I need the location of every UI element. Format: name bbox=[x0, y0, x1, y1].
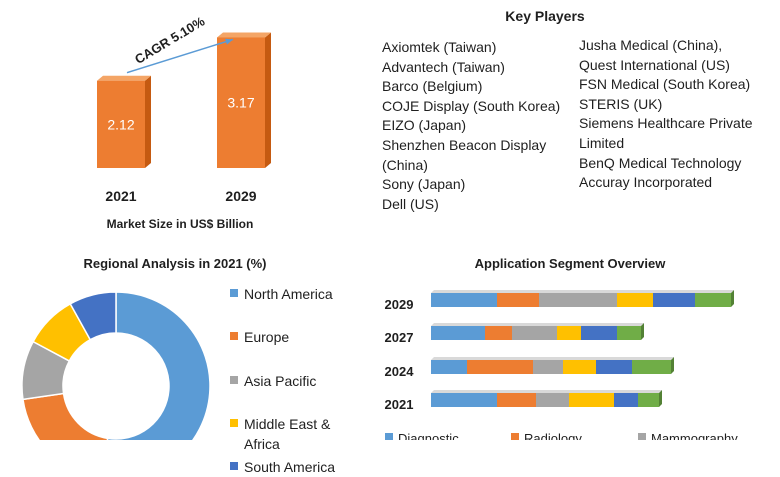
app-legend-swatch bbox=[385, 433, 393, 440]
bar-side bbox=[265, 32, 271, 169]
stacked-segment bbox=[557, 326, 581, 340]
bar-end-cap bbox=[641, 323, 644, 340]
stacked-segment bbox=[512, 326, 557, 340]
key-player-item: Shenzhen Beacon Display (China) bbox=[382, 136, 547, 173]
regional-donut-chart bbox=[21, 291, 211, 440]
bar-value-label: 3.17 bbox=[227, 95, 254, 111]
stacked-segment bbox=[596, 360, 632, 374]
bar-top-edge bbox=[431, 323, 644, 326]
cagr-arrow-head bbox=[225, 38, 233, 45]
legend-item: Middle East & Africa bbox=[230, 414, 340, 454]
cagr-arrow bbox=[126, 38, 234, 74]
donut-slice-north-america bbox=[106, 291, 211, 440]
stacked-segment bbox=[638, 393, 659, 407]
legend-swatch bbox=[230, 419, 238, 428]
stacked-segment bbox=[581, 326, 617, 340]
legend-swatch bbox=[230, 289, 238, 298]
legend-item: South America bbox=[230, 457, 335, 477]
legend-swatch bbox=[230, 462, 238, 471]
bar-value-label: 2.12 bbox=[107, 116, 134, 132]
regional-analysis-title: Regional Analysis in 2021 (%) bbox=[83, 256, 267, 271]
y-tick-label: 2024 bbox=[385, 364, 415, 379]
app-legend-label: Radiology bbox=[524, 431, 582, 440]
bar-top-edge bbox=[431, 290, 734, 293]
stacked-segment bbox=[539, 293, 617, 307]
stacked-segment bbox=[497, 393, 536, 407]
bar-2021 bbox=[97, 80, 145, 168]
bar-top bbox=[217, 32, 271, 38]
key-player-item: Dell (US) bbox=[382, 195, 439, 212]
legend-swatch bbox=[230, 332, 238, 341]
key-player-item: Siemens Healthcare Private Limited bbox=[579, 115, 753, 151]
x-tick-label: 2029 bbox=[225, 188, 256, 204]
bar-side bbox=[145, 75, 151, 168]
stacked-segment bbox=[485, 326, 512, 340]
bar-end-cap bbox=[659, 390, 662, 407]
key-player-item: STERIS (UK) bbox=[579, 95, 663, 112]
key-player-item: EIZO (Japan) bbox=[382, 117, 467, 134]
app-legend-label: Mammography bbox=[651, 431, 738, 440]
key-players-column-2: Jusha Medical (China), Quest Internationa… bbox=[579, 36, 775, 193]
key-player-item: FSN Medical (South Korea) bbox=[579, 76, 751, 93]
legend-label: Middle East & Africa bbox=[244, 416, 331, 452]
key-player-item: Barco (Belgium) bbox=[382, 78, 483, 95]
stacked-segment bbox=[431, 360, 467, 374]
stacked-segment bbox=[614, 393, 638, 407]
stacked-segment bbox=[431, 293, 497, 307]
stacked-segment bbox=[533, 360, 563, 374]
stacked-segment bbox=[431, 326, 485, 340]
key-players-title: Key Players bbox=[505, 8, 585, 24]
key-player-item: BenQ Medical Technology bbox=[579, 154, 742, 171]
bar-top-edge bbox=[431, 357, 674, 360]
bar-2029 bbox=[217, 37, 265, 169]
stacked-segment bbox=[467, 360, 533, 374]
stacked-segment bbox=[536, 393, 569, 407]
application-segment-chart: 2029 2027 2024 2021 Diagnostic Radiology Mammo… bbox=[385, 290, 738, 440]
x-tick-label: 2021 bbox=[105, 188, 136, 204]
market-size-caption: Market Size in US$ Billion bbox=[106, 217, 254, 231]
y-tick-label: 2027 bbox=[385, 330, 414, 345]
key-player-item: Sony (Japan) bbox=[382, 176, 466, 193]
stacked-segment bbox=[617, 293, 653, 307]
legend-label: South America bbox=[244, 459, 336, 475]
stacked-segment bbox=[632, 360, 671, 374]
bar-top-edge bbox=[431, 390, 662, 393]
stacked-segment bbox=[431, 393, 497, 407]
key-players-column-1: Axiomtek (Taiwan) Advantech (Taiwan) Barco… bbox=[382, 38, 564, 214]
key-player-item: Axiomtek (Taiwan) bbox=[382, 39, 497, 55]
bar-end-cap bbox=[731, 290, 734, 307]
stacked-segment bbox=[695, 293, 731, 307]
key-player-item: Quest International (US) bbox=[579, 56, 730, 73]
bar-end-cap bbox=[671, 357, 674, 374]
app-legend-swatch bbox=[511, 433, 519, 440]
stacked-segment bbox=[563, 360, 596, 374]
legend-item: North America bbox=[230, 284, 333, 304]
legend-item: Asia Pacific bbox=[230, 371, 316, 391]
stacked-segment bbox=[497, 293, 539, 307]
donut-slice-south-america bbox=[69, 291, 117, 341]
stacked-segment bbox=[569, 393, 614, 407]
bar-top bbox=[97, 75, 151, 81]
legend-item: Europe bbox=[230, 327, 289, 347]
legend-label: Asia Pacific bbox=[244, 373, 317, 389]
y-tick-label: 2021 bbox=[385, 397, 414, 412]
legend-label: North America bbox=[244, 286, 333, 302]
app-legend-label: Diagnostic bbox=[398, 431, 459, 440]
key-player-item: Jusha Medical (China), bbox=[579, 37, 723, 53]
key-player-item: Advantech (Taiwan) bbox=[382, 58, 505, 75]
y-tick-label: 2029 bbox=[385, 297, 414, 312]
key-player-item: COJE Display (South Korea) bbox=[382, 97, 561, 114]
key-player-item: Accuray Incorporated bbox=[579, 174, 713, 191]
donut-slice-europe bbox=[22, 392, 109, 440]
app-legend-swatch bbox=[638, 433, 646, 440]
application-segment-title: Application Segment Overview bbox=[474, 256, 666, 271]
legend-label: Europe bbox=[244, 329, 290, 345]
stacked-segment bbox=[617, 326, 641, 340]
legend-swatch bbox=[230, 376, 238, 385]
stacked-segment bbox=[653, 293, 695, 307]
